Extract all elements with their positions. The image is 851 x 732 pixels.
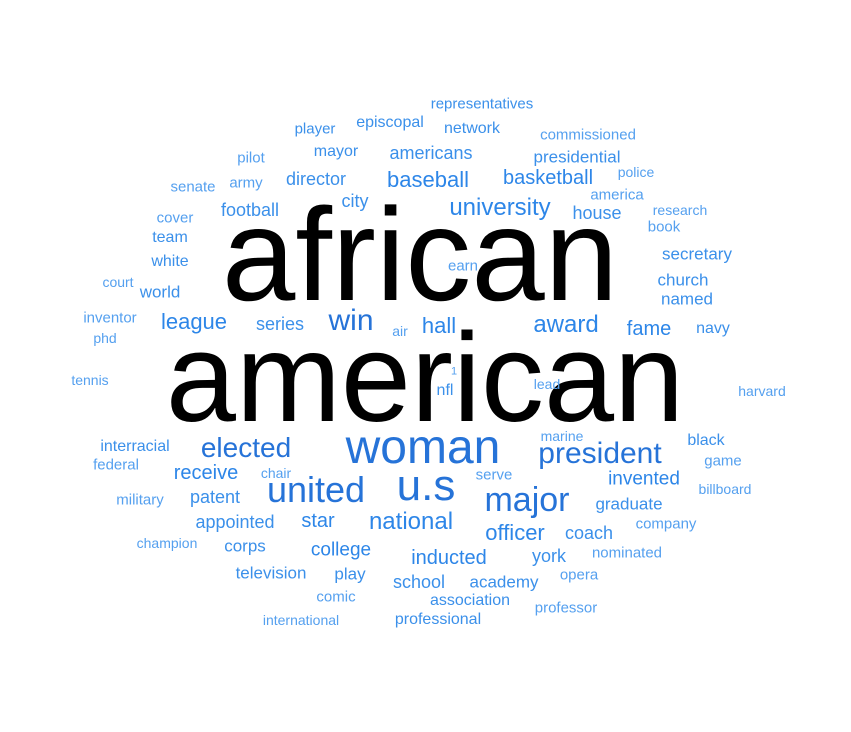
word-inducted: inducted [411,547,487,569]
word-american: american [165,307,685,448]
word-company: company [635,515,697,533]
word-black: black [687,432,725,449]
word-opera: opera [559,566,599,584]
word-coach: coach [564,523,614,543]
word-corps: corps [224,536,266,556]
word-white: white [151,253,189,270]
word-university: university [449,194,551,221]
word-elected: elected [200,432,292,463]
word-episcopal: episcopal [356,114,424,131]
word-television: television [235,563,307,583]
word-major: major [484,481,570,519]
word-1: 1 [450,365,458,378]
word-professor: professor [534,599,598,617]
word-play: play [334,564,366,584]
word-college: college [310,539,372,561]
word-school: school [392,572,446,592]
word-navy: navy [696,320,730,337]
word-fame: fame [626,318,672,340]
word-world: world [139,282,181,302]
word-star: star [301,510,335,532]
word-earn: earn [447,257,479,275]
word-police: police [617,164,655,180]
word-nfl: nfl [436,382,454,399]
word-court: court [102,274,134,290]
word-federal: federal [93,456,139,474]
word-champion: champion [136,535,198,551]
word-pilot: pilot [237,149,265,167]
word-patent: patent [189,487,241,507]
word-marine: marine [540,428,584,444]
word-serve: serve [475,466,513,484]
word-game: game [704,452,742,470]
word-international: international [262,612,340,628]
word-basketball: basketball [502,167,594,189]
word-hall: hall [421,313,457,338]
word-chair: chair [260,465,292,481]
word-football: football [220,200,280,220]
word-air: air [392,323,408,339]
word-military: military [116,491,164,509]
word-team: team [152,229,188,246]
word-representatives: representatives [430,95,534,113]
word-association: association [429,592,511,609]
word-award: award [533,311,599,338]
word-inventor: inventor [83,309,137,327]
word-research: research [652,202,708,218]
word-african: african [221,181,619,328]
word-americans: americans [389,143,473,163]
word-academy: academy [469,572,539,592]
word-cover: cover [156,209,194,227]
word-us: u.s [396,461,456,510]
word-baseball: baseball [387,167,469,192]
word-appointed: appointed [195,512,275,532]
word-league: league [160,309,228,334]
word-national: national [368,508,454,535]
word-america: america [590,186,644,204]
word-york: york [531,546,567,566]
word-comic: comic [316,588,356,606]
word-secretary: secretary [662,244,732,264]
word-nominated: nominated [591,544,663,562]
word-presidential: presidential [533,147,621,167]
word-united: united [266,469,366,510]
word-senate: senate [170,178,216,196]
word-director: director [285,169,347,189]
word-invented: invented [608,468,680,490]
word-graduate: graduate [595,494,663,514]
word-president: president [538,437,662,470]
word-house: house [572,203,622,223]
word-named: named [661,289,713,309]
word-church: church [657,270,709,290]
word-billboard: billboard [698,481,752,497]
word-woman: woman [345,421,501,474]
word-lead: lead [533,376,561,392]
word-army: army [229,174,263,192]
word-professional: professional [394,611,482,628]
word-network: network [443,120,501,137]
word-win: win [328,304,374,337]
word-city: city [341,191,369,211]
word-player: player [294,120,336,138]
word-series: series [255,314,305,334]
word-mayor: mayor [313,143,359,160]
word-interracial: interracial [100,438,170,455]
word-officer: officer [485,520,545,545]
word-harvard: harvard [738,383,786,399]
word-book: book [647,218,681,236]
word-receive: receive [173,462,239,484]
word-tennis: tennis [71,372,109,388]
word-commissioned: commissioned [540,126,636,144]
word-phd: phd [93,330,117,346]
